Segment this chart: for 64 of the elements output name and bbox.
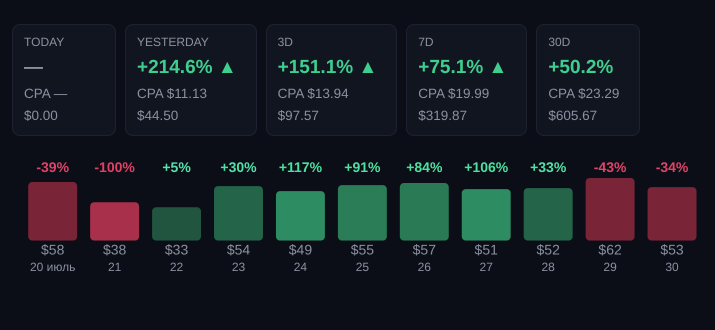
text: +151.1% ▲ bbox=[278, 56, 378, 80]
text: CPA $13.94 bbox=[278, 85, 350, 103]
text: — bbox=[24, 56, 44, 80]
text: $44.50 bbox=[137, 107, 180, 125]
bar bbox=[462, 189, 511, 241]
bar bbox=[90, 202, 140, 241]
x-tick-label: 30 bbox=[665, 260, 680, 274]
x-tick-label: 23 bbox=[232, 260, 246, 274]
text: $605.67 bbox=[548, 107, 598, 125]
bar bbox=[400, 183, 449, 241]
x-tick-label: 22 bbox=[170, 260, 184, 274]
text: +5% bbox=[162, 158, 192, 175]
x-tick-label: 26 bbox=[418, 260, 432, 274]
text: 30D bbox=[548, 35, 572, 51]
bar bbox=[276, 191, 325, 241]
text: CPA $19.99 bbox=[418, 85, 490, 103]
bar bbox=[214, 186, 263, 241]
text: +91% bbox=[344, 158, 382, 175]
text: CPA $11.13 bbox=[137, 85, 208, 103]
bar bbox=[648, 187, 696, 241]
bar bbox=[586, 178, 635, 241]
text: -43% bbox=[594, 158, 627, 175]
data-label: $58 bbox=[41, 241, 65, 258]
text: TODAY bbox=[24, 35, 66, 51]
x-tick-label: 21 bbox=[108, 260, 122, 274]
data-label: $51 bbox=[474, 241, 498, 258]
text: 3D bbox=[278, 35, 294, 51]
text: $97.57 bbox=[278, 107, 320, 125]
bar bbox=[28, 182, 78, 241]
bar bbox=[152, 207, 202, 241]
x-tick-label: 29 bbox=[603, 260, 618, 274]
data-label: $54 bbox=[226, 241, 250, 258]
text: $0.00 bbox=[24, 107, 59, 125]
data-label: $55 bbox=[350, 241, 374, 258]
data-label: $62 bbox=[598, 241, 622, 258]
bar bbox=[524, 188, 573, 241]
text: -34% bbox=[656, 158, 689, 175]
text: -39% bbox=[36, 158, 70, 175]
x-tick-label: 28 bbox=[541, 260, 556, 274]
text: +33% bbox=[530, 158, 567, 175]
x-tick-label: 27 bbox=[480, 260, 494, 274]
text: +30% bbox=[220, 158, 258, 175]
text: 7D bbox=[418, 35, 435, 51]
text: $319.87 bbox=[418, 107, 468, 125]
text: CPA — bbox=[24, 85, 68, 103]
text: +117% bbox=[278, 158, 323, 175]
data-label: $38 bbox=[102, 241, 127, 258]
x-tick-label: 24 bbox=[294, 260, 308, 274]
data-label: $57 bbox=[412, 241, 436, 258]
bar bbox=[338, 185, 387, 241]
data-label: $33 bbox=[164, 241, 188, 258]
text: YESTERDAY bbox=[137, 35, 210, 51]
text: CPA $23.29 bbox=[548, 85, 620, 103]
data-label: $53 bbox=[660, 241, 684, 258]
data-label: $49 bbox=[288, 241, 312, 258]
text: +50.2% bbox=[548, 56, 614, 80]
data-label: $52 bbox=[536, 241, 560, 258]
x-tick-label: 25 bbox=[356, 260, 370, 274]
x-tick-label: 20 июль bbox=[30, 260, 76, 274]
text: +75.1% ▲ bbox=[418, 56, 508, 80]
text: +214.6% ▲ bbox=[137, 56, 238, 80]
text: +84% bbox=[406, 158, 443, 175]
text: -100% bbox=[94, 158, 136, 175]
text: +106% bbox=[464, 158, 509, 175]
